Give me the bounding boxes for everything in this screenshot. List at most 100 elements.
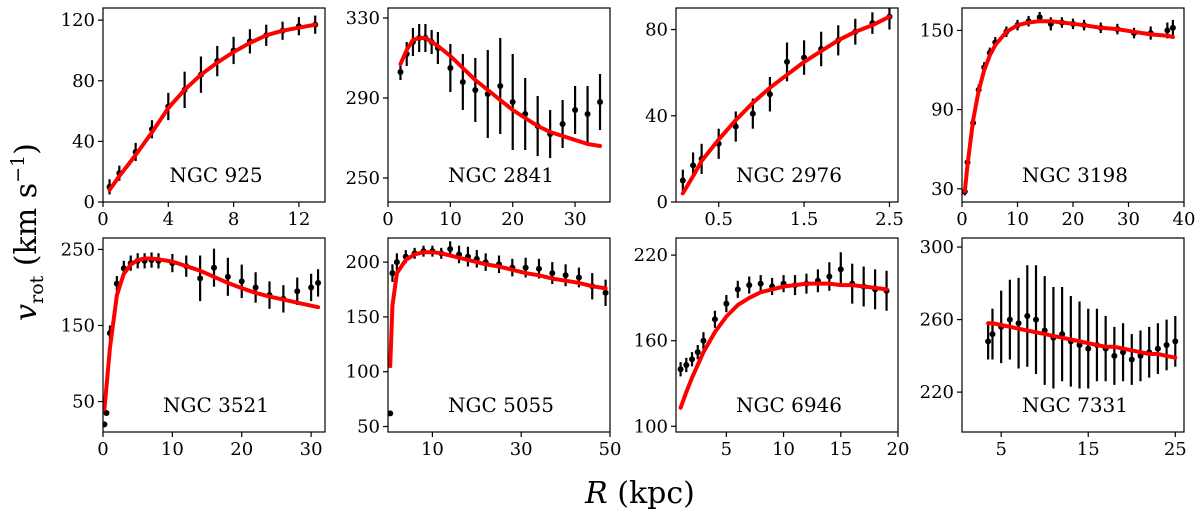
x-axis-title: R (kpc) [584,476,695,511]
panel-8: 5 15 25 220 260 300 NGC 7331 [920,237,1187,460]
plot-area-6 [388,241,609,417]
data-point [711,316,718,323]
galaxy-label: NGC 5055 [448,393,554,417]
y-tick-label: 250 [61,239,95,260]
plot-area-7 [677,252,890,410]
axes-frame [387,237,611,433]
data-point [197,275,204,282]
plot-area-5 [103,248,322,428]
x-tick-label: 15 [1077,439,1100,460]
data-point [238,278,245,285]
y-tick-label: 80 [72,71,95,92]
axes-frame [675,7,899,203]
data-point [749,110,756,117]
data-point [989,331,996,338]
data-point [837,266,844,273]
data-point [211,264,217,271]
panel-3: 0.5 1.5 2.5 0 40 80 NGC 2976 [645,7,904,230]
data-point [1128,356,1135,363]
galaxy-label: NGC 6946 [736,393,842,417]
y-axis-unit-open: (km s [9,183,44,276]
y-tick-label: 330 [346,8,380,29]
x-tick-label: 50 [599,439,622,460]
y-tick-label: 150 [920,20,954,41]
data-point [1172,338,1179,345]
data-point [388,410,394,417]
panel-5: 0 10 20 30 50 150 250 NGC 3521 [61,237,326,460]
model-fit-line [107,22,318,192]
y-axis-unit-exponent: −1 [7,155,29,183]
x-tick-label: 15 [829,439,852,460]
y-tick-label: 200 [346,252,380,273]
x-tick-label: 8 [228,209,239,230]
y-tick-label: 50 [72,392,95,413]
plot-area-3 [679,8,893,196]
y-tick-label: 100 [346,362,380,383]
data-point [575,274,582,281]
data-point [472,87,479,93]
data-point [602,289,609,296]
x-tick-label: 0.5 [704,209,733,230]
y-axis-symbol: v [9,304,44,321]
x-tick-label: 4 [163,209,174,230]
y-tick-label: 40 [72,131,95,152]
axes-frame [961,237,1185,433]
y-tick-label: 300 [920,237,954,258]
data-point [572,107,579,113]
x-tick-label: 30 [300,439,323,460]
y-tick-label: 30 [931,179,954,200]
y-axis-unit-close: ) [9,143,44,155]
y-tick-label: 260 [920,310,954,331]
data-point [224,273,231,280]
galaxy-label: NGC 2976 [736,163,842,187]
x-tick-label: 40 [1173,209,1196,230]
model-fit-line [986,321,1178,360]
y-tick-label: 50 [357,417,380,438]
data-point [535,265,542,272]
data-point [1169,24,1176,31]
data-point [1036,14,1043,21]
data-point [315,279,322,286]
axes-frame [675,237,899,433]
x-axis-symbol: R [584,476,608,511]
data-point [732,123,739,130]
x-tick-label: 30 [564,209,587,230]
y-tick-label: 290 [346,88,380,109]
axes-frame [387,7,611,203]
y-tick-label: 150 [61,315,95,336]
model-fit-line [398,36,602,148]
data-point [1024,312,1031,319]
data-point [784,58,790,65]
data-point [509,99,516,105]
model-fit-line [103,256,321,412]
x-tick-label: 0 [97,209,108,230]
y-axis-subscript: rot [26,275,48,304]
data-point [584,111,591,117]
data-point [766,91,773,98]
x-tick-label: 20 [887,439,910,460]
model-fit-line [680,14,892,196]
axes-frame [102,7,326,203]
data-point [723,300,730,307]
y-axis-title: vrot (km s−1) [7,143,48,321]
data-point [1015,320,1022,327]
panel-6: 10 30 50 50 100 150 200 NGC 5055 [346,237,622,460]
panel-7: 5 10 15 20 100 160 220 NGC 6946 [634,237,910,460]
plot-area-8 [985,265,1179,389]
data-point [700,337,707,344]
data-point [689,356,696,363]
x-tick-label: 20 [230,439,253,460]
galaxy-label: NGC 2841 [448,163,554,187]
data-point [734,286,741,293]
data-point [683,361,690,368]
y-tick-label: 120 [61,10,95,31]
y-tick-label: 80 [645,20,668,41]
data-point [252,284,259,291]
y-tick-label: 100 [634,416,668,437]
panel-4: 0 10 20 30 40 30 90 150 NGC 3198 [920,7,1196,230]
x-tick-label: 0 [956,209,967,230]
data-point [393,259,400,266]
data-point [597,99,604,105]
